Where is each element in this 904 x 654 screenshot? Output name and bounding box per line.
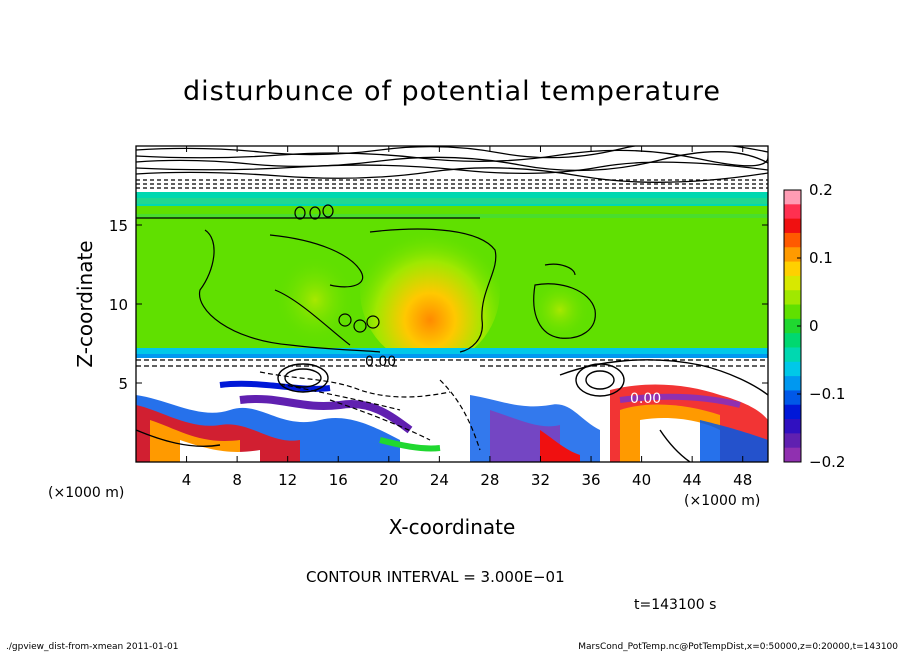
lower-turbulence: [136, 380, 768, 462]
colorbar-swatch: [784, 290, 801, 306]
x-tick-label: 16: [329, 471, 348, 489]
x-tick-label: 36: [581, 471, 600, 489]
colorbar-swatch: [784, 275, 801, 291]
time-label: t=143100 s: [634, 597, 717, 613]
colorbar-swatch: [784, 247, 801, 263]
colorbar-tick-label: 0.2: [809, 181, 833, 199]
contour-label: 0.00: [365, 354, 396, 370]
y-axis: 5 10 15: [109, 217, 768, 393]
y-tick-label: 15: [109, 217, 128, 235]
y-axis-unit: (×1000 m): [48, 485, 124, 501]
x-tick-label: 20: [379, 471, 398, 489]
colorbar-swatch: [784, 447, 801, 463]
contour-interval: CONTOUR INTERVAL = 3.000E−01: [306, 568, 565, 586]
x-tick-label: 40: [632, 471, 651, 489]
colorbar-swatch: [784, 333, 801, 348]
colorbar-swatch: [784, 361, 801, 377]
x-tick-label: 32: [531, 471, 550, 489]
colorbar-tick-label: −0.1: [809, 385, 845, 403]
x-axis-unit: (×1000 m): [684, 493, 760, 509]
colorbar-swatch: [784, 218, 801, 234]
colorbar-swatch: [784, 190, 801, 205]
x-tick-label: 8: [232, 471, 242, 489]
colorbar-swatch: [784, 404, 801, 420]
x-tick-label: 44: [683, 471, 702, 489]
colorbar: 0.2 0.1 0 −0.1 −0.2: [783, 181, 845, 471]
colorbar-swatch: [784, 347, 801, 363]
colorbar-tick-label: −0.2: [809, 453, 845, 471]
footer-left: ./gpview_dist-from-xmean 2011-01-01: [6, 642, 179, 652]
y-axis-title: Z-coordinate: [73, 240, 97, 367]
y-tick-label: 5: [118, 375, 128, 393]
colorbar-swatch: [784, 318, 801, 334]
colorbar-tick-label: 0: [809, 317, 819, 335]
x-tick-label: 12: [278, 471, 297, 489]
colorbar-swatch: [784, 304, 801, 320]
x-axis-title: X-coordinate: [389, 515, 516, 539]
x-tick-label: 28: [480, 471, 499, 489]
colorbar-swatch: [784, 433, 801, 449]
x-tick-label: 48: [733, 471, 752, 489]
x-tick-label: 24: [430, 471, 449, 489]
footer-right: MarsCond_PotTemp.nc@PotTempDist,x=0:5000…: [578, 642, 898, 652]
colorbar-swatch: [784, 376, 801, 391]
colorbar-swatch: [784, 419, 801, 434]
colorbar-tick-label: 0.1: [809, 249, 833, 267]
x-axis: 4 8 12 16 20 24 28 32 36 40 44 48: [182, 146, 752, 489]
colorbar-swatch: [784, 204, 801, 220]
colorbar-swatch: [784, 261, 801, 277]
colorbar-swatch: [784, 232, 801, 248]
contour-label: 0.00: [630, 391, 661, 407]
x-tick-label: 4: [182, 471, 192, 489]
colorbar-swatch: [784, 390, 801, 406]
y-tick-label: 10: [109, 296, 128, 314]
chart-title: disturbunce of potential temperature: [183, 76, 721, 107]
field-image: [136, 146, 768, 462]
